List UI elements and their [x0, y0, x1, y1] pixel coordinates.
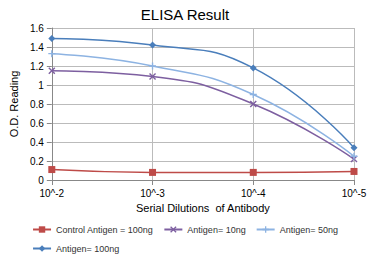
svg-text:Antigen= 10ng: Antigen= 10ng: [187, 225, 245, 235]
svg-text:Antigen= 50ng: Antigen= 50ng: [280, 225, 338, 235]
svg-text:0.2: 0.2: [30, 156, 44, 167]
svg-text:1.4: 1.4: [30, 42, 44, 53]
svg-text:1.2: 1.2: [30, 61, 44, 72]
svg-text:1.6: 1.6: [30, 23, 44, 34]
svg-text:0.8: 0.8: [30, 99, 44, 110]
svg-text:1: 1: [38, 80, 44, 91]
svg-text:0.4: 0.4: [30, 137, 44, 148]
svg-text:10^-4: 10^-4: [241, 188, 266, 199]
svg-text:Control Antigen = 100ng: Control Antigen = 100ng: [56, 225, 153, 235]
svg-text:0: 0: [38, 175, 44, 186]
svg-text:10^-2: 10^-2: [39, 188, 64, 199]
svg-text:O.D. Reading: O.D. Reading: [8, 71, 20, 138]
svg-text:ELISA Result: ELISA Result: [141, 6, 230, 23]
svg-text:Antigen= 100ng: Antigen= 100ng: [56, 244, 119, 254]
svg-text:10^-5: 10^-5: [342, 188, 367, 199]
svg-text:10^-3: 10^-3: [140, 188, 165, 199]
svg-text:0.6: 0.6: [30, 118, 44, 129]
svg-text:Serial Dilutions of Antibody: Serial Dilutions of Antibody: [136, 202, 270, 214]
